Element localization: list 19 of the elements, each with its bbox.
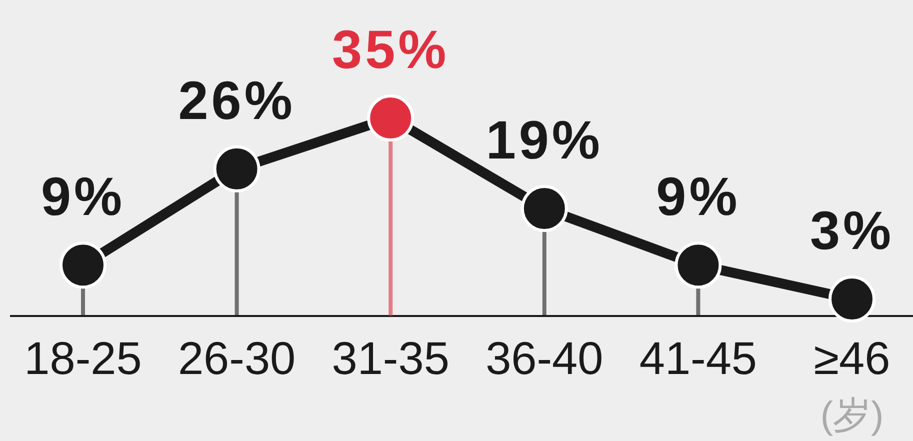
point: [213, 145, 260, 192]
point: [520, 185, 568, 232]
data-label: 3%: [810, 201, 894, 262]
data-label: 9%: [656, 167, 740, 228]
tick-label: 26-30: [178, 332, 296, 384]
point: [60, 242, 106, 289]
x-axis-title: (岁): [820, 395, 884, 437]
data-label: 19%: [486, 110, 603, 171]
point: [674, 242, 722, 289]
tick-label: ≥46: [814, 332, 890, 384]
point: [367, 94, 414, 142]
data-label: 35%: [332, 20, 450, 80]
data-label: 9%: [40, 167, 126, 228]
data-label: 26%: [178, 70, 296, 131]
tick-label: 41-45: [639, 332, 758, 384]
tick-label: 36-40: [486, 332, 604, 384]
tick-label: 31-35: [332, 332, 450, 384]
point: [828, 276, 876, 323]
tick-label: 18-25: [24, 332, 142, 384]
